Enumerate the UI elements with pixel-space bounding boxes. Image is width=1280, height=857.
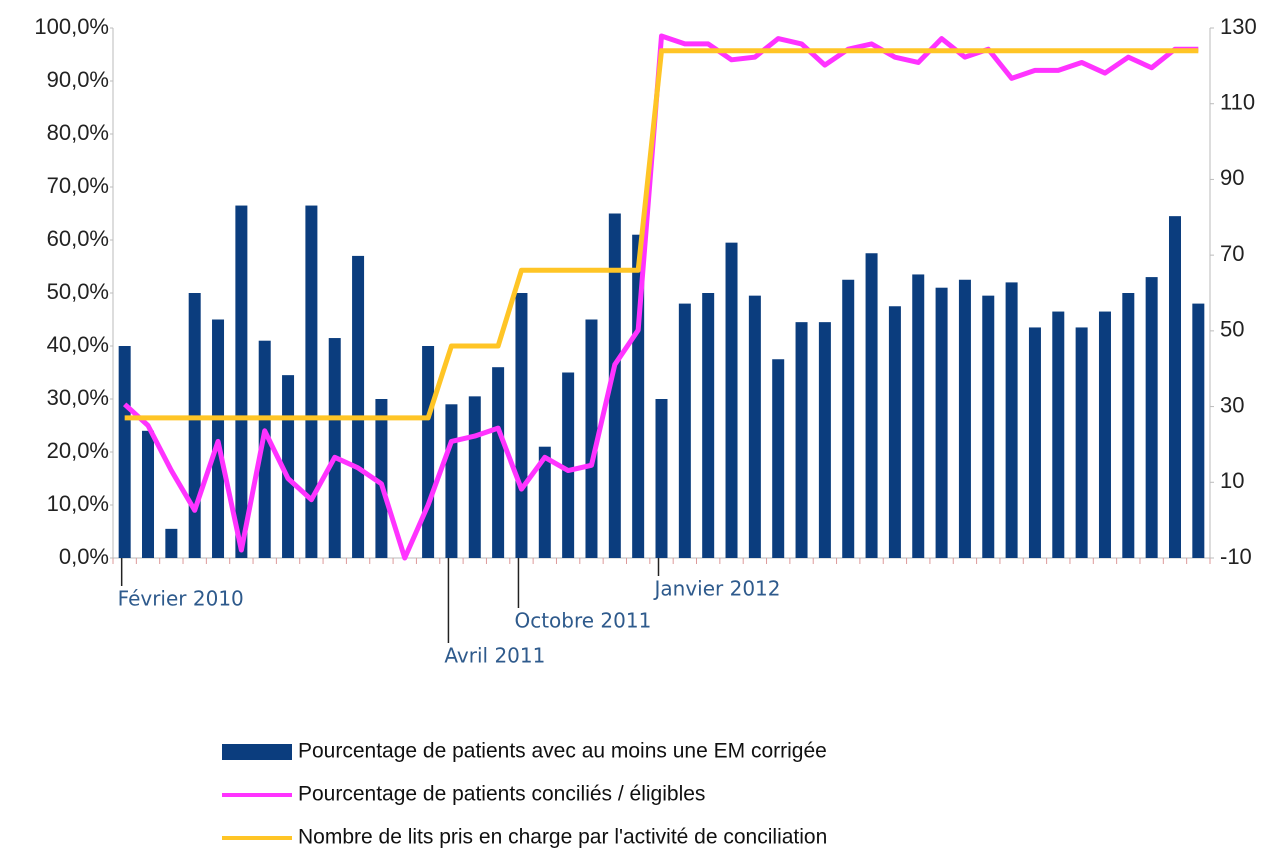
bar <box>375 399 388 558</box>
category-label: Février 2010 <box>118 587 244 611</box>
bar <box>865 253 878 558</box>
y-tick-label: 90,0% <box>47 67 109 92</box>
legend-swatch <box>222 744 292 760</box>
bar <box>352 255 365 558</box>
bar <box>188 293 201 558</box>
line <box>124 48 1199 421</box>
y-tick-label: 0,0% <box>59 544 109 569</box>
category-label: Octobre 2011 <box>514 609 651 633</box>
bar <box>118 346 131 558</box>
bar <box>258 340 271 558</box>
y2-tick-label: 30 <box>1220 392 1244 417</box>
y2-tick-label: 110 <box>1220 90 1255 115</box>
bar <box>772 359 785 558</box>
bar <box>795 322 808 558</box>
bar <box>655 399 668 558</box>
y2-tick-label: 50 <box>1220 317 1244 342</box>
category-label: Avril 2011 <box>444 644 545 668</box>
bar <box>1168 216 1181 558</box>
bar <box>702 293 715 558</box>
bar <box>422 346 435 558</box>
bar <box>468 396 481 558</box>
bar <box>1098 311 1111 558</box>
bar <box>678 303 691 558</box>
category-label: Janvier 2012 <box>653 577 781 601</box>
bar <box>1192 303 1205 558</box>
y2-tick-label: -10 <box>1220 544 1252 569</box>
legend-label: Nombre de lits pris en charge par l'acti… <box>298 826 827 849</box>
bar <box>1052 311 1065 558</box>
y-tick-label: 100,0% <box>34 14 109 39</box>
bar <box>445 404 458 558</box>
bar <box>912 274 925 558</box>
y2-tick-label: 10 <box>1220 468 1244 493</box>
y-tick-label: 60,0% <box>47 226 109 251</box>
legend-label: Pourcentage de patients conciliés / élig… <box>298 783 705 806</box>
bar <box>725 242 738 558</box>
bar <box>842 279 855 558</box>
bar <box>748 295 761 558</box>
y2-tick-label: 90 <box>1220 165 1244 190</box>
bar <box>1145 277 1158 558</box>
bar <box>235 205 248 559</box>
y-tick-label: 30,0% <box>47 385 109 410</box>
bar <box>492 367 505 558</box>
bar <box>888 306 901 558</box>
y-tick-label: 20,0% <box>47 438 109 463</box>
y-tick-label: 10,0% <box>47 491 109 516</box>
bar <box>212 319 225 558</box>
bar <box>982 295 995 558</box>
line <box>122 33 1199 561</box>
bar <box>562 372 575 558</box>
bar <box>282 375 295 558</box>
y2-tick-label: 70 <box>1220 241 1244 266</box>
bar <box>328 338 341 558</box>
bar <box>1122 293 1135 558</box>
bar <box>958 279 971 558</box>
bar <box>142 430 155 558</box>
bar <box>1005 282 1018 558</box>
legend-label: Pourcentage de patients avec au moins un… <box>298 740 827 763</box>
bar <box>585 319 598 558</box>
bar <box>1075 327 1088 558</box>
y-tick-label: 50,0% <box>47 279 109 304</box>
bar <box>515 293 528 558</box>
bar <box>818 322 831 558</box>
bar <box>935 287 948 558</box>
y2-tick-label: 130 <box>1220 14 1257 39</box>
bar <box>165 528 178 558</box>
bar <box>538 446 551 558</box>
bar <box>608 213 621 558</box>
bar <box>1028 327 1041 558</box>
y-tick-label: 40,0% <box>47 332 109 357</box>
y-tick-label: 70,0% <box>47 173 109 198</box>
bar <box>305 205 318 559</box>
y-tick-label: 80,0% <box>47 120 109 145</box>
